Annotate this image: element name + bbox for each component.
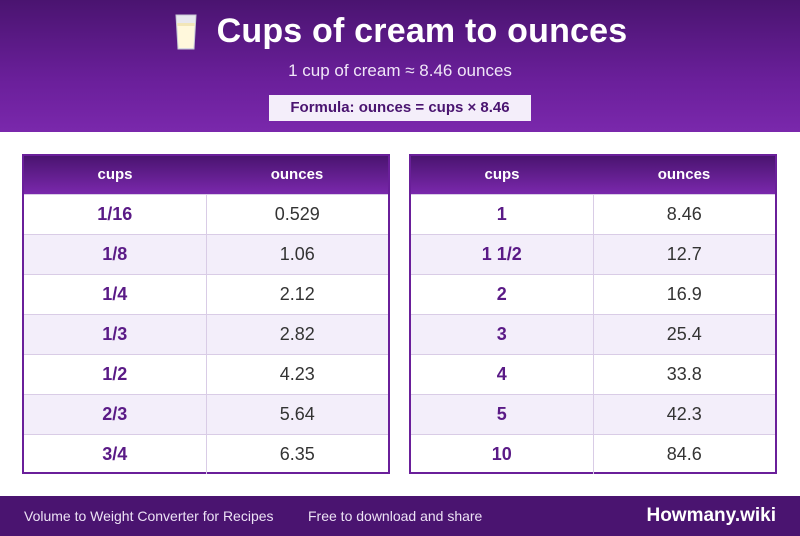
- ounces-cell: 4.23: [279, 364, 315, 384]
- cups-cell: 3/4: [24, 435, 207, 474]
- column-header-cups: cups: [97, 166, 133, 183]
- table-row: 5 42.3: [411, 394, 775, 434]
- ounces-cell: 0.529: [274, 204, 320, 224]
- table-header: cups ounces: [24, 156, 388, 194]
- table-row: 4 33.8: [411, 354, 775, 394]
- table-row: 3 25.4: [411, 314, 775, 354]
- ounces-cell: 16.9: [666, 284, 702, 304]
- cups-cell: 10: [411, 435, 594, 474]
- footer-bar: Volume to Weight Converter for Recipes F…: [0, 496, 800, 536]
- table-row: 3/4 6.35: [24, 434, 388, 474]
- title-row: Cups of cream to ounces: [0, 12, 800, 51]
- footer-share-text: Free to download and share: [308, 508, 483, 524]
- footer-converter-text: Volume to Weight Converter for Recipes: [24, 508, 274, 524]
- table-row: 1 8.46: [411, 194, 775, 234]
- cups-cell: 4: [411, 355, 594, 394]
- conversion-table-right: cups ounces 1 8.46 1 1/2 12.7 2 16.9 3 2…: [409, 154, 777, 474]
- table-row: 2 16.9: [411, 274, 775, 314]
- formula-box: Formula: ounces = cups × 8.46: [269, 95, 531, 121]
- cups-cell: 1/4: [24, 275, 207, 314]
- ounces-cell: 84.6: [666, 444, 702, 464]
- ounces-cell: 42.3: [666, 404, 702, 424]
- table-row: 2/3 5.64: [24, 394, 388, 434]
- ounces-cell: 12.7: [666, 244, 702, 264]
- ounces-cell: 2.82: [279, 324, 315, 344]
- subtitle: 1 cup of cream ≈ 8.46 ounces: [288, 61, 512, 80]
- ounces-cell: 25.4: [666, 324, 702, 344]
- table-row: 1/2 4.23: [24, 354, 388, 394]
- cups-cell: 1 1/2: [411, 235, 594, 274]
- table-header: cups ounces: [411, 156, 775, 194]
- cups-cell: 1/2: [24, 355, 207, 394]
- milk-glass-icon: [175, 14, 197, 49]
- cups-cell: 5: [411, 395, 594, 434]
- cups-cell: 2/3: [24, 395, 207, 434]
- ounces-cell: 2.12: [279, 284, 315, 304]
- column-header-ounces: ounces: [270, 166, 324, 183]
- table-row: 1/4 2.12: [24, 274, 388, 314]
- ounces-cell: 6.35: [279, 444, 315, 464]
- column-header-ounces: ounces: [657, 166, 711, 183]
- cups-cell: 3: [411, 315, 594, 354]
- cups-cell: 1: [411, 195, 594, 234]
- ounces-cell: 1.06: [279, 244, 315, 264]
- table-row: 10 84.6: [411, 434, 775, 474]
- table-row: 1/16 0.529: [24, 194, 388, 234]
- cups-cell: 1/3: [24, 315, 207, 354]
- table-row: 1 1/2 12.7: [411, 234, 775, 274]
- table-row: 1/8 1.06: [24, 234, 388, 274]
- ounces-cell: 5.64: [279, 404, 315, 424]
- conversion-table-left: cups ounces 1/16 0.529 1/8 1.06 1/4 2.12…: [22, 154, 390, 474]
- table-row: 1/3 2.82: [24, 314, 388, 354]
- page-title: Cups of cream to ounces: [216, 12, 628, 50]
- ounces-cell: 33.8: [666, 364, 702, 384]
- ounces-cell: 8.46: [666, 204, 702, 224]
- cups-cell: 1/16: [24, 195, 207, 234]
- cups-cell: 1/8: [24, 235, 207, 274]
- header-banner: Cups of cream to ounces 1 cup of cream ≈…: [0, 0, 800, 132]
- cups-cell: 2: [411, 275, 594, 314]
- brand-link[interactable]: Howmany.wiki: [646, 505, 776, 526]
- column-header-cups: cups: [484, 166, 520, 183]
